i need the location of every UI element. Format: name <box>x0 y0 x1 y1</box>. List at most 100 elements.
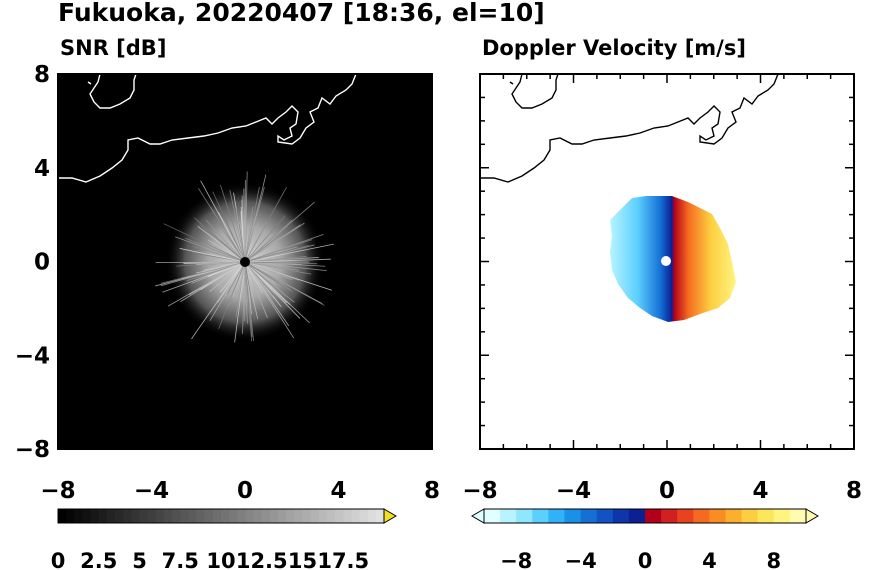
doppler-axis-ticks: −8 −4 0 4 8 <box>462 73 862 504</box>
snr-colorbar-bin <box>278 509 287 523</box>
doppler-colorbar-bin <box>709 509 726 523</box>
doppler-panel: −8 −4 0 4 8 <box>462 73 862 504</box>
snr-colorbar-bin <box>196 509 206 523</box>
snr-colorbar-bin <box>286 509 295 523</box>
doppler-colorbar-bin <box>773 509 791 523</box>
doppler-xtick-label: −8 <box>462 478 497 504</box>
doppler-colorbar-bin <box>741 509 759 523</box>
snr-colorbar-bin <box>188 509 198 523</box>
snr-colorbar-bin <box>326 509 336 523</box>
snr-colorbar-bin <box>212 509 222 523</box>
snr-colorbar-tick-label: 0 <box>51 549 66 570</box>
snr-ytick-label: −4 <box>15 343 50 369</box>
snr-colorbar-tick-label: 10 <box>206 549 235 570</box>
doppler-colorbar-tick-label: −8 <box>500 549 532 570</box>
snr-colorbar-bin <box>343 509 352 523</box>
snr-colorbar-bin <box>367 509 377 523</box>
snr-colorbar-bin <box>237 509 246 523</box>
snr-colorbar-bin <box>82 509 92 523</box>
snr-colorbar-bin <box>131 509 140 523</box>
doppler-colorbar-tick-label: 4 <box>702 549 717 570</box>
snr-ytick-label: 0 <box>34 250 50 276</box>
doppler-colorbar-bin <box>677 509 694 523</box>
snr-panel-title: SNR [dB] <box>60 36 167 60</box>
snr-colorbar-bin <box>155 509 165 523</box>
snr-colorbar-tick-label: 12.5 <box>236 549 288 570</box>
snr-xtick-label: 4 <box>330 478 346 504</box>
doppler-colorbar-tick-label: 8 <box>766 549 781 570</box>
snr-colorbar-bin <box>359 509 369 523</box>
snr-colorbar-bin <box>180 509 189 523</box>
doppler-colorbar-bin <box>661 509 678 523</box>
snr-colorbar-bin <box>58 509 67 523</box>
snr-colorbar-bin <box>163 509 173 523</box>
snr-colorbar-tick-label: 5 <box>132 549 147 570</box>
snr-colorbar-bin <box>221 509 230 523</box>
doppler-colorbar-bin <box>693 509 710 523</box>
doppler-echo-region <box>610 196 736 322</box>
snr-panel: −8 −4 0 4 8 8 4 0 −4 −8 <box>15 62 440 504</box>
doppler-colorbar-bin <box>596 509 614 523</box>
snr-ytick-label: 4 <box>34 156 50 182</box>
snr-colorbar-bin <box>253 509 263 523</box>
doppler-radar-center <box>661 256 671 266</box>
snr-colorbar-bin <box>351 509 361 523</box>
snr-colorbar-bin <box>245 509 255 523</box>
snr-xtick-label: −4 <box>134 478 169 504</box>
doppler-colorbar-bin <box>757 509 775 523</box>
doppler-colorbar-bin <box>500 509 517 523</box>
doppler-colorbar-bin <box>645 509 662 523</box>
snr-radar-center <box>240 257 250 267</box>
doppler-xtick-label: 8 <box>846 478 862 504</box>
figure-title: Fukuoka, 20220407 [18:36, el=10] <box>58 0 545 27</box>
snr-colorbar-bin <box>375 509 385 523</box>
snr-colorbar-bin <box>229 509 238 523</box>
doppler-colorbar-bin <box>725 509 743 523</box>
snr-colorbar-bin <box>318 509 328 523</box>
doppler-panel-title: Doppler Velocity [m/s] <box>482 36 746 60</box>
snr-xtick-label: −8 <box>40 478 75 504</box>
snr-xtick-label: 8 <box>424 478 440 504</box>
snr-coastline <box>58 74 357 183</box>
snr-colorbar-bin <box>90 509 100 523</box>
snr-colorbar-bin <box>147 509 157 523</box>
snr-xtick-label: 0 <box>237 478 253 504</box>
snr-colorbar-bin <box>123 509 132 523</box>
snr-colorbar-bin <box>115 509 124 523</box>
snr-colorbar-bin <box>106 509 116 523</box>
snr-colorbar-bin <box>66 509 75 523</box>
snr-colorbar-tick-label: 2.5 <box>80 549 117 570</box>
doppler-xtick-label: 4 <box>752 478 768 504</box>
snr-colorbar-bin <box>74 509 83 523</box>
doppler-colorbar-bin <box>564 509 582 523</box>
doppler-colorbar-bin <box>484 509 501 523</box>
snr-axis-ticks: −8 −4 0 4 8 8 4 0 −4 −8 <box>15 62 440 504</box>
doppler-colorbar-bin <box>628 509 646 523</box>
doppler-colorbar-bin <box>548 509 565 523</box>
doppler-colorbar-bin <box>612 509 630 523</box>
doppler-colorbar-tick-label: −4 <box>564 549 596 570</box>
snr-colorbar-bin <box>261 509 271 523</box>
snr-colorbar-bin <box>98 509 108 523</box>
snr-echo-rays <box>155 171 334 343</box>
snr-ytick-label: 8 <box>34 62 50 88</box>
doppler-coastline <box>480 74 779 183</box>
doppler-colorbar: −8 −4 0 4 8 <box>471 508 819 570</box>
doppler-colorbar-tick-label: 0 <box>638 549 653 570</box>
snr-colorbar-bin <box>335 509 344 523</box>
doppler-colorbar-bin <box>516 509 533 523</box>
doppler-colorbar-bin <box>789 509 807 523</box>
doppler-colorbar-bin <box>532 509 549 523</box>
snr-colorbar-tick-label: 7.5 <box>162 549 199 570</box>
snr-colorbar-bin <box>310 509 320 523</box>
snr-colorbar-bin <box>204 509 214 523</box>
doppler-colorbar-bin <box>580 509 598 523</box>
snr-colorbar-bin <box>139 509 149 523</box>
snr-ytick-label: −8 <box>15 437 50 463</box>
snr-colorbar-bin <box>269 509 279 523</box>
snr-colorbar-tick-label: 17.5 <box>317 549 369 570</box>
snr-colorbar-tick-label: 15 <box>288 549 317 570</box>
snr-colorbar: 0 2.5 5 7.5 10 12.5 15 17.5 <box>51 508 397 570</box>
doppler-colorbar-over-arrow <box>805 508 819 524</box>
